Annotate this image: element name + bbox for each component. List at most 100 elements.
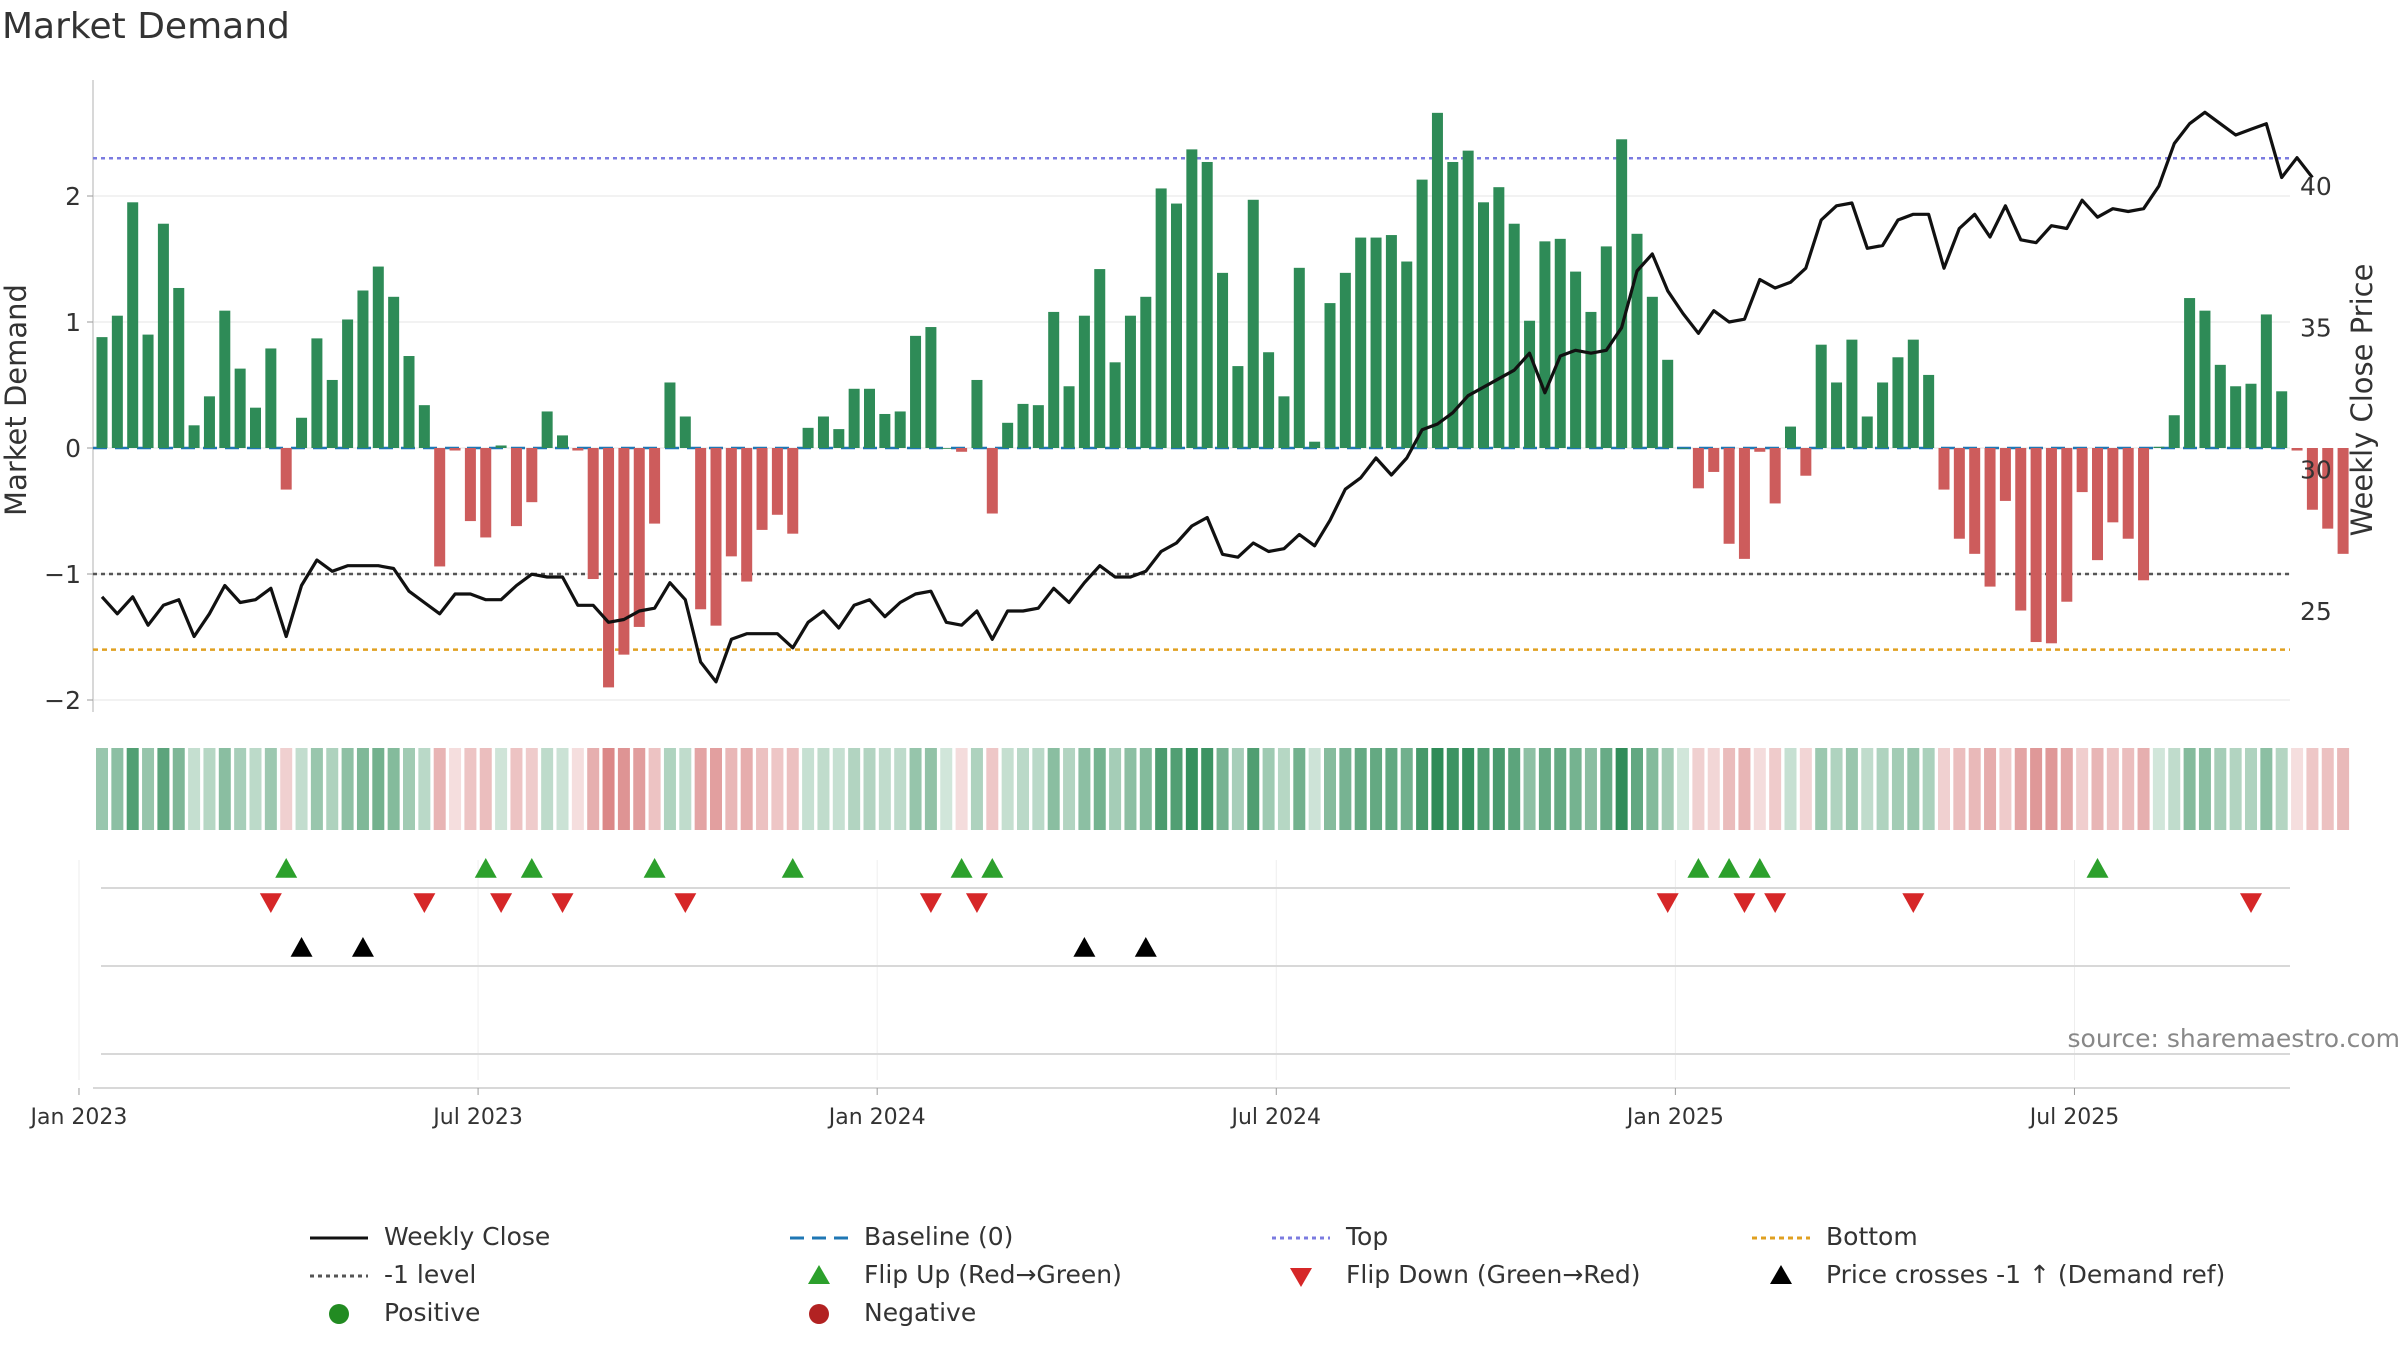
flip-up-marker bbox=[643, 858, 666, 878]
demand-bar bbox=[1155, 188, 1167, 448]
legend-flip-up-icon bbox=[808, 1265, 830, 1284]
heat-strip-cell bbox=[2229, 748, 2242, 830]
heat-strip-cell bbox=[556, 748, 569, 830]
heat-strip-cell bbox=[679, 748, 692, 830]
heat-strip-cell bbox=[2030, 748, 2043, 830]
heat-strip-cell bbox=[1508, 748, 1521, 830]
demand-bar bbox=[388, 296, 400, 448]
heat-strip-cell bbox=[280, 748, 293, 830]
heat-strip-cell bbox=[1661, 748, 1674, 830]
gridlines bbox=[78, 195, 2290, 1080]
heat-strip-cell bbox=[2137, 748, 2150, 830]
heat-strip-cell bbox=[1845, 748, 1858, 830]
demand-bar bbox=[142, 334, 154, 448]
heat-strip-cell bbox=[1400, 748, 1413, 830]
demand-bar bbox=[1616, 139, 1628, 449]
heat-strip-cell bbox=[924, 748, 937, 830]
heat-strip-cell bbox=[310, 748, 323, 830]
heat-strip-cell bbox=[449, 748, 462, 830]
demand-bar bbox=[1815, 344, 1827, 448]
heat-strip-cell bbox=[633, 748, 646, 830]
heat-strip-cell bbox=[663, 748, 676, 830]
heat-strip-cell bbox=[1523, 748, 1536, 830]
legend-label: Baseline (0) bbox=[864, 1222, 1014, 1251]
flip-up-marker bbox=[1718, 858, 1741, 878]
heat-strip-cell bbox=[2076, 748, 2089, 830]
demand-bar bbox=[679, 416, 691, 448]
flip-down-marker bbox=[674, 893, 697, 913]
flip-down-marker bbox=[413, 893, 436, 913]
demand-bars bbox=[96, 112, 2349, 688]
demand-bar bbox=[1999, 448, 2011, 501]
demand-bar bbox=[1892, 357, 1904, 448]
demand-bar bbox=[526, 448, 538, 503]
heat-strip-cell bbox=[1876, 748, 1889, 830]
demand-bar bbox=[1692, 448, 1704, 489]
heat-strip-cell bbox=[326, 748, 339, 830]
heat-strip-cell bbox=[1001, 748, 1014, 830]
demand-bar bbox=[2061, 448, 2073, 602]
demand-bar bbox=[1677, 448, 1689, 449]
flip-down-marker bbox=[1764, 893, 1787, 913]
demand-bar bbox=[2322, 448, 2334, 529]
demand-bar bbox=[2153, 446, 2165, 448]
heat-strip-cell bbox=[1938, 748, 1950, 830]
demand-bar bbox=[618, 448, 630, 655]
weekly-close-line bbox=[100, 110, 2314, 684]
heat-strip-cell bbox=[1139, 748, 1152, 830]
demand-bar bbox=[480, 448, 492, 538]
heat-strip-cell bbox=[218, 748, 231, 830]
demand-bar bbox=[1309, 441, 1321, 448]
demand-bar bbox=[203, 396, 215, 448]
legend-price-cross-icon bbox=[1770, 1265, 1792, 1284]
legend-symbol-dot-red bbox=[809, 1304, 829, 1324]
demand-bar bbox=[1646, 296, 1658, 448]
y-tick-label-right: 40 bbox=[2300, 172, 2332, 201]
demand-bar bbox=[1401, 261, 1413, 448]
heat-strip-cell bbox=[817, 748, 830, 830]
heat-strip-cell bbox=[2214, 748, 2227, 830]
heat-strip-cell bbox=[1584, 748, 1597, 830]
demand-bar bbox=[2045, 448, 2057, 644]
heat-strip-cell bbox=[940, 748, 953, 830]
flip-down-marker bbox=[259, 893, 282, 913]
heat-strip-cell bbox=[1477, 748, 1490, 830]
flip-up-marker bbox=[981, 858, 1004, 878]
heat-strip-cell bbox=[157, 748, 170, 830]
y-axis-label-left: Market Demand bbox=[0, 284, 33, 516]
heat-strip-cell bbox=[1538, 748, 1551, 830]
demand-bar bbox=[2122, 448, 2134, 539]
demand-bar bbox=[2168, 415, 2180, 448]
heat-strip-cell bbox=[495, 748, 508, 830]
heat-strip-cell bbox=[541, 748, 554, 830]
heat-strip-cell bbox=[1968, 748, 1981, 830]
demand-bar bbox=[2107, 448, 2119, 523]
demand-bar bbox=[1217, 272, 1229, 448]
demand-bar bbox=[1370, 237, 1382, 448]
heat-strip-cell bbox=[1600, 748, 1613, 830]
demand-bar bbox=[1785, 426, 1796, 448]
heat-strip-cell bbox=[1078, 748, 1091, 830]
x-tick-label: Jan 2024 bbox=[827, 1105, 926, 1130]
heat-strip-cell bbox=[2337, 748, 2350, 830]
heat-strip-cell bbox=[1677, 748, 1690, 830]
heat-strip-cell bbox=[1017, 748, 1029, 830]
demand-bar bbox=[2015, 448, 2027, 611]
demand-bar bbox=[1385, 235, 1397, 448]
demand-bar bbox=[771, 448, 783, 515]
demand-bar bbox=[1493, 187, 1505, 448]
demand-bar bbox=[725, 448, 737, 557]
demand-bar bbox=[1416, 179, 1428, 448]
heat-strip-cell bbox=[2275, 748, 2288, 830]
heat-strip-cell bbox=[418, 748, 431, 830]
tick-labels: 2 1 0 −1 −2 40 35 30 25 Jan 2023 Jul 2023 Jan 2024 J… bbox=[29, 172, 2332, 1130]
legend-item: Top bbox=[1346, 1222, 1388, 1251]
demand-bar bbox=[2138, 448, 2150, 581]
flip-down-marker bbox=[551, 893, 574, 913]
x-tick-label: Jan 2025 bbox=[1625, 1105, 1724, 1130]
demand-bar bbox=[1124, 315, 1136, 448]
flip-up-marker bbox=[275, 858, 298, 878]
heat-strip-cell bbox=[1631, 748, 1643, 830]
demand-bar bbox=[572, 448, 584, 451]
demand-bar bbox=[741, 448, 753, 582]
